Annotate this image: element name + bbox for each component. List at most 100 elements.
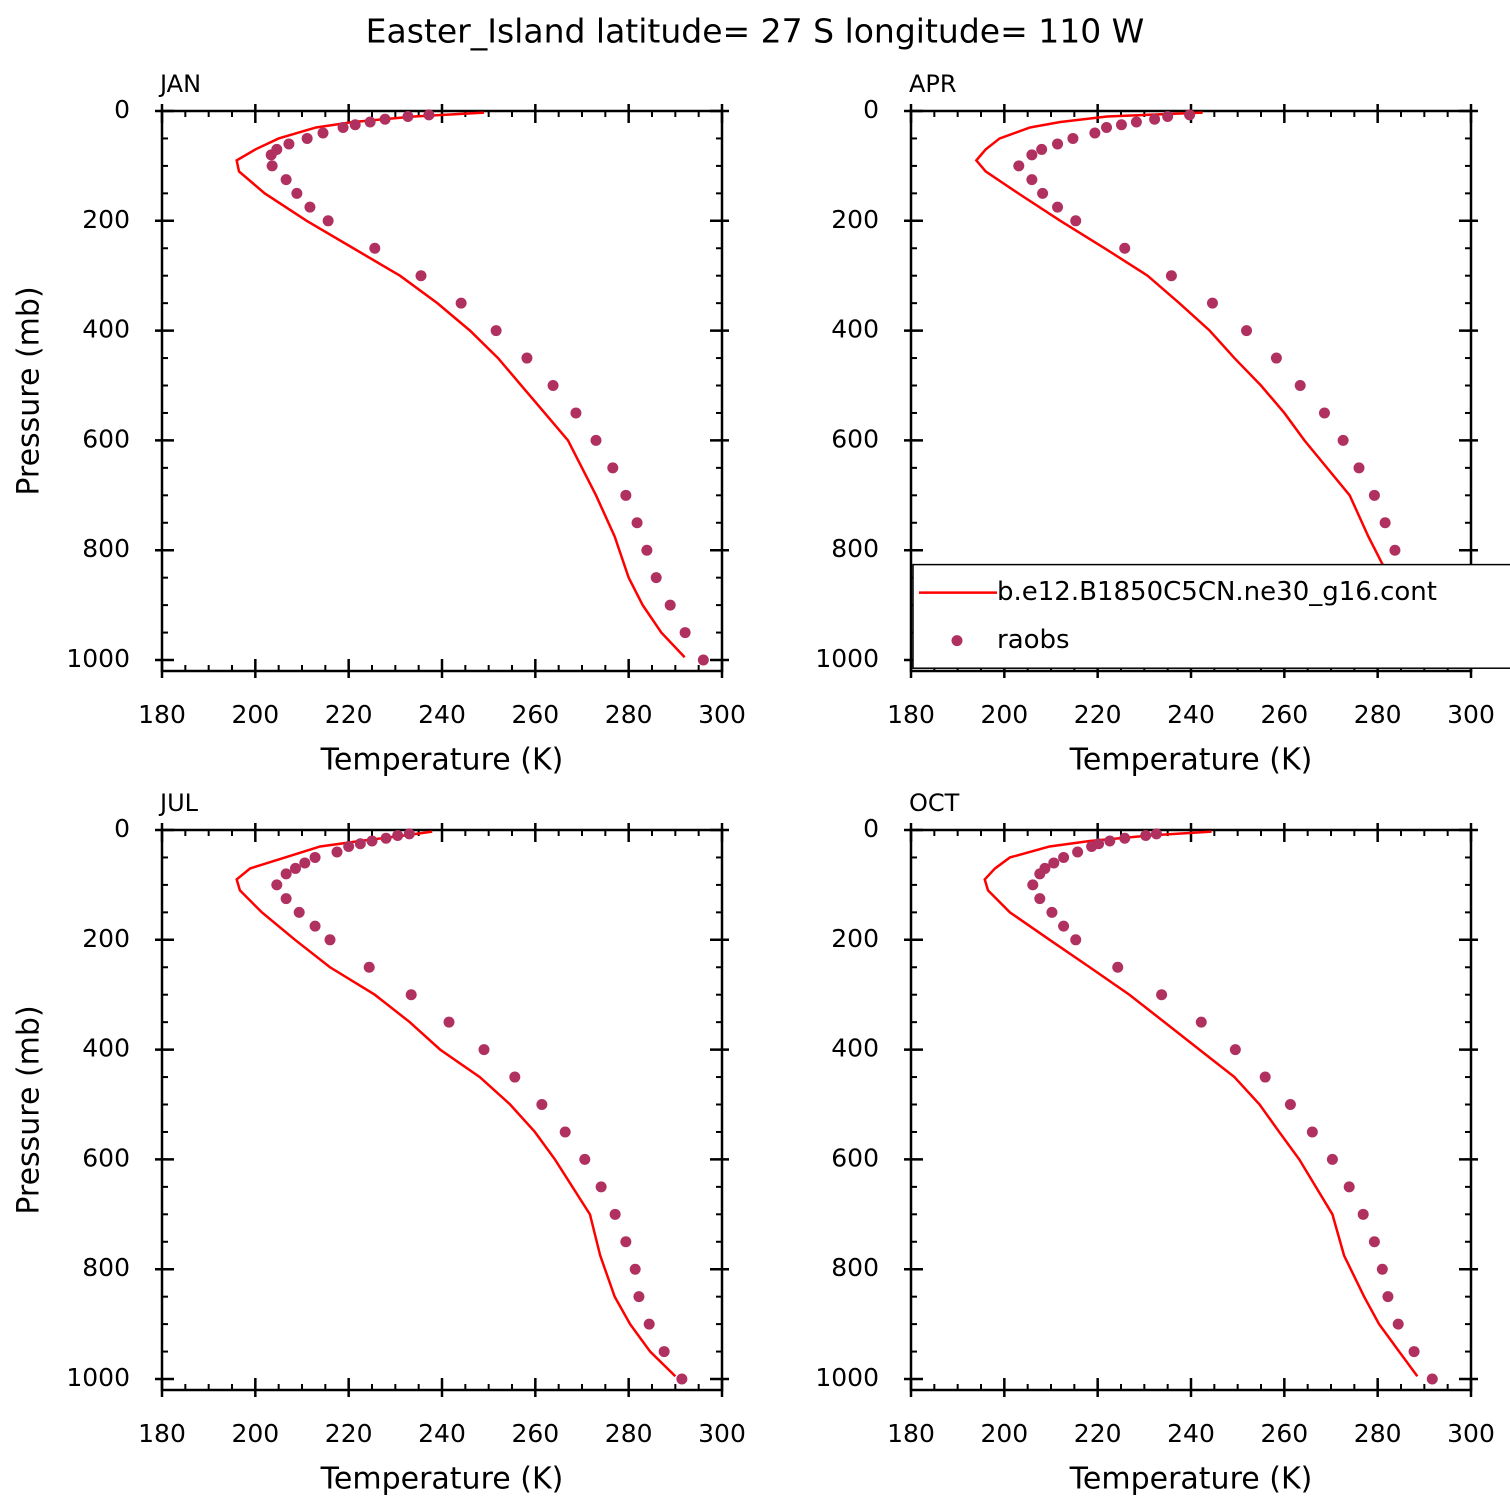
x-tick-label: 300 (1447, 1419, 1495, 1448)
obs-dot (658, 1346, 670, 1358)
model-line (983, 830, 1419, 1378)
obs-dot (1206, 297, 1218, 309)
y-tick-label: 600 (831, 1143, 879, 1172)
y-tick-label: 600 (831, 424, 879, 453)
obs-dot (1357, 1208, 1369, 1220)
obs-dot (1013, 160, 1025, 172)
x-tick-label: 220 (1074, 1419, 1122, 1448)
y-tick-label: 0 (863, 814, 879, 843)
y-tick-label: 1000 (815, 644, 879, 673)
obs-dot (283, 138, 295, 150)
obs-dot (478, 1044, 490, 1056)
x-tick-label: 300 (698, 700, 746, 729)
y-axis-label: Pressure (mb) (12, 286, 47, 495)
obs-dot (1070, 934, 1082, 946)
obs-dot (664, 599, 676, 611)
model-line (235, 111, 686, 659)
obs-dot (280, 868, 292, 880)
obs-dot (631, 517, 643, 529)
y-tick-label: 600 (82, 424, 130, 453)
obs-dot (559, 1126, 571, 1138)
obs-dot (403, 828, 415, 840)
x-tick-label: 260 (1260, 700, 1308, 729)
obs-dot (301, 132, 313, 144)
obs-dot (309, 920, 321, 932)
obs-dot (570, 407, 582, 419)
legend-swatch (951, 635, 963, 647)
obs-dot (1036, 143, 1048, 155)
y-tick-label: 800 (82, 534, 130, 563)
obs-dot (1140, 829, 1152, 841)
x-tick-label: 260 (511, 1419, 559, 1448)
obs-dot (1337, 434, 1349, 446)
obs-dot (366, 835, 378, 847)
obs-dot (1130, 116, 1142, 128)
y-tick-label: 1000 (66, 644, 130, 673)
obs-dot (280, 174, 292, 186)
obs-dot (331, 846, 343, 858)
y-tick-label: 1000 (66, 1363, 130, 1392)
obs-dot (490, 325, 502, 337)
obs-dot (1086, 840, 1098, 852)
x-tick-label: 280 (605, 700, 653, 729)
obs-dot (1389, 544, 1401, 556)
obs-dot (1392, 1318, 1404, 1330)
obs-dot (1294, 380, 1306, 392)
obs-dot (271, 879, 283, 891)
obs-dot (1115, 119, 1127, 131)
obs-dot (265, 149, 277, 161)
obs-dot (1026, 174, 1038, 186)
obs-dot (369, 242, 381, 254)
x-tick-label: 300 (1447, 700, 1495, 729)
obs-dot (349, 119, 361, 131)
y-tick-label: 200 (82, 924, 130, 953)
obs-dot (1119, 832, 1131, 844)
obs-dot (289, 862, 301, 874)
obs-dot (1408, 1346, 1420, 1358)
obs-dot (1382, 1291, 1394, 1303)
x-tick-label: 200 (980, 1419, 1028, 1448)
obs-dot (293, 906, 305, 918)
figure-title: Easter_Island latitude= 27 S longitude= … (366, 12, 1145, 51)
obs-dot (697, 654, 709, 666)
panel-title: APR (909, 70, 957, 98)
obs-dot (309, 851, 321, 863)
obs-dot (676, 1373, 688, 1385)
obs-dot (595, 1181, 607, 1193)
obs-dot (1058, 920, 1070, 932)
x-tick-label: 180 (138, 1419, 186, 1448)
plot-frame (160, 109, 724, 673)
obs-dot (405, 989, 417, 1001)
obs-dot (1037, 187, 1049, 199)
x-tick-label: 280 (1354, 700, 1402, 729)
legend-label: raobs (997, 625, 1070, 655)
plot-frame (160, 828, 724, 1392)
x-axis-label: Temperature (K) (1069, 1462, 1313, 1497)
obs-dot (415, 270, 427, 282)
y-tick-label: 0 (863, 95, 879, 124)
obs-dot (1376, 1263, 1388, 1275)
x-tick-label: 180 (887, 1419, 935, 1448)
y-tick-label: 200 (831, 205, 879, 234)
obs-dot (521, 352, 533, 364)
obs-dot (1165, 270, 1177, 282)
obs-dot (1034, 893, 1046, 905)
obs-dot (609, 1208, 621, 1220)
model-line (235, 830, 677, 1378)
obs-dot (1368, 489, 1380, 501)
obs-dot (629, 1263, 641, 1275)
x-tick-label: 240 (418, 1419, 466, 1448)
obs-dot (1067, 132, 1079, 144)
obs-dot (1048, 857, 1060, 869)
x-axis-label: Temperature (K) (1069, 743, 1313, 778)
obs-dot (455, 297, 467, 309)
obs-dot (1259, 1071, 1271, 1083)
plot-frame (909, 828, 1473, 1392)
x-tick-label: 220 (325, 1419, 373, 1448)
obs-dot (1101, 121, 1113, 133)
obs-dot (633, 1291, 645, 1303)
obs-dot (509, 1071, 521, 1083)
panel-title: OCT (909, 789, 960, 817)
x-axis-label: Temperature (K) (320, 1462, 564, 1497)
